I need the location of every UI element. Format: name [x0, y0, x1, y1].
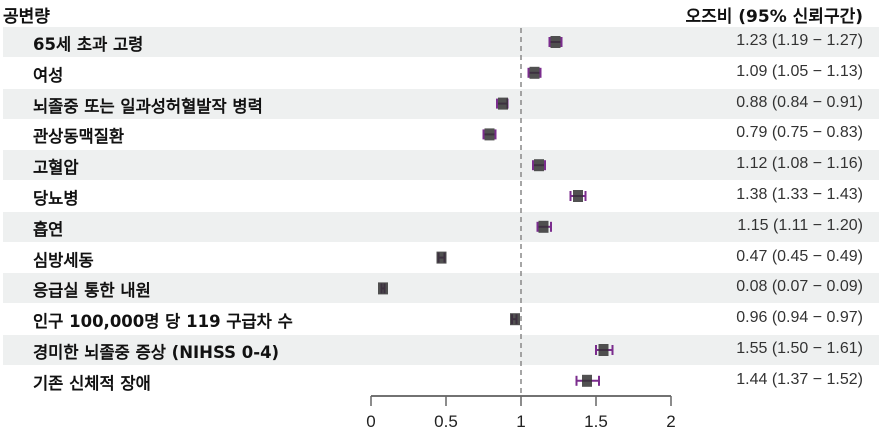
table-row: 65세 초과 고령 1.23 (1.19 − 1.27) — [3, 27, 879, 57]
covariate-label: 경미한 뇌졸중 증상 (NIHSS 0-4) — [33, 343, 280, 362]
table-row: 당뇨병 1.38 (1.33 − 1.43) — [3, 181, 879, 211]
point-estimate — [484, 128, 495, 141]
point-estimate — [534, 159, 544, 172]
odds-ratio-value: 1.12 (1.08 − 1.16) — [736, 155, 863, 173]
covariate-header: 공변량 — [3, 7, 50, 27]
odds-ratio-value: 1.38 (1.33 − 1.43) — [736, 186, 863, 203]
covariate-label: 심방세동 — [33, 250, 94, 270]
x-tick-label: 0 — [366, 412, 375, 431]
odds-ratio-value: 0.47 (0.45 − 0.49) — [736, 247, 863, 265]
point-estimate — [550, 36, 561, 48]
covariate-label: 기존 신체적 장애 — [33, 373, 151, 393]
odds-ratio-value: 1.44 (1.37 − 1.52) — [736, 370, 863, 388]
odds-ratio-value: 1.55 (1.50 − 1.61) — [736, 340, 863, 357]
table-row: 기존 신체적 장애 1.44 (1.37 − 1.52) — [3, 366, 879, 396]
table-row: 인구 100,000명 당 119 구급차 수 0.96 (0.94 − 0.97… — [3, 304, 879, 334]
covariate-label: 고혈압 — [33, 158, 79, 178]
point-estimate — [529, 66, 540, 79]
covariate-label: 인구 100,000명 당 119 구급차 수 — [33, 312, 293, 332]
covariate-label: 여성 — [33, 65, 64, 85]
covariate-label: 뇌졸중 또는 일과성허혈발작 병력 — [33, 96, 263, 116]
covariate-label: 당뇨병 — [33, 189, 79, 208]
odds-ratio-value: 1.15 (1.11 − 1.20) — [737, 216, 863, 234]
table-row: 관상동맥질환 0.79 (0.75 − 0.83) — [3, 119, 879, 149]
table-row: 흡연 1.15 (1.11 − 1.20) — [3, 211, 879, 242]
x-tick-label: 1.5 — [584, 412, 608, 431]
covariate-label: 65세 초과 고령 — [33, 35, 144, 54]
table-row: 고혈압 1.12 (1.08 − 1.16) — [3, 150, 879, 181]
point-estimate — [510, 313, 520, 326]
point-estimate — [436, 251, 447, 264]
point-estimate — [573, 190, 583, 202]
covariate-label: 흡연 — [33, 219, 64, 239]
odds-ratio-header: 오즈비 (95% 신뢰구간) — [685, 7, 863, 27]
point-estimate — [498, 97, 508, 110]
odds-ratio-value: 0.08 (0.07 − 0.09) — [736, 278, 863, 296]
x-tick-label: 1 — [516, 412, 525, 431]
table-row: 응급실 통한 내원 0.08 (0.07 − 0.09) — [3, 273, 879, 304]
odds-ratio-value: 0.79 (0.75 − 0.83) — [736, 124, 863, 142]
table-row: 여성 1.09 (1.05 − 1.13) — [3, 58, 879, 88]
covariate-label: 응급실 통한 내원 — [33, 281, 151, 301]
point-estimate — [538, 220, 549, 233]
x-tick-label: 0.5 — [434, 412, 458, 431]
odds-ratio-value: 1.23 (1.19 − 1.27) — [736, 32, 863, 49]
odds-ratio-value: 0.88 (0.84 − 0.91) — [736, 93, 863, 111]
odds-ratio-value: 0.96 (0.94 − 0.97) — [736, 309, 863, 327]
point-estimate — [378, 282, 388, 295]
odds-ratio-value: 1.09 (1.05 − 1.13) — [736, 62, 863, 80]
x-tick-label: 2 — [666, 412, 675, 431]
table-row: 경미한 뇌졸중 증상 (NIHSS 0-4) 1.55 (1.50 − 1.61) — [3, 335, 879, 365]
table-row: 심방세동 0.47 (0.45 − 0.49) — [3, 243, 879, 273]
table-row: 뇌졸중 또는 일과성허혈발작 병력 0.88 (0.84 − 0.91) — [3, 88, 879, 119]
covariate-label: 관상동맥질환 — [33, 127, 125, 147]
point-estimate — [582, 374, 592, 387]
point-estimate — [598, 344, 609, 356]
